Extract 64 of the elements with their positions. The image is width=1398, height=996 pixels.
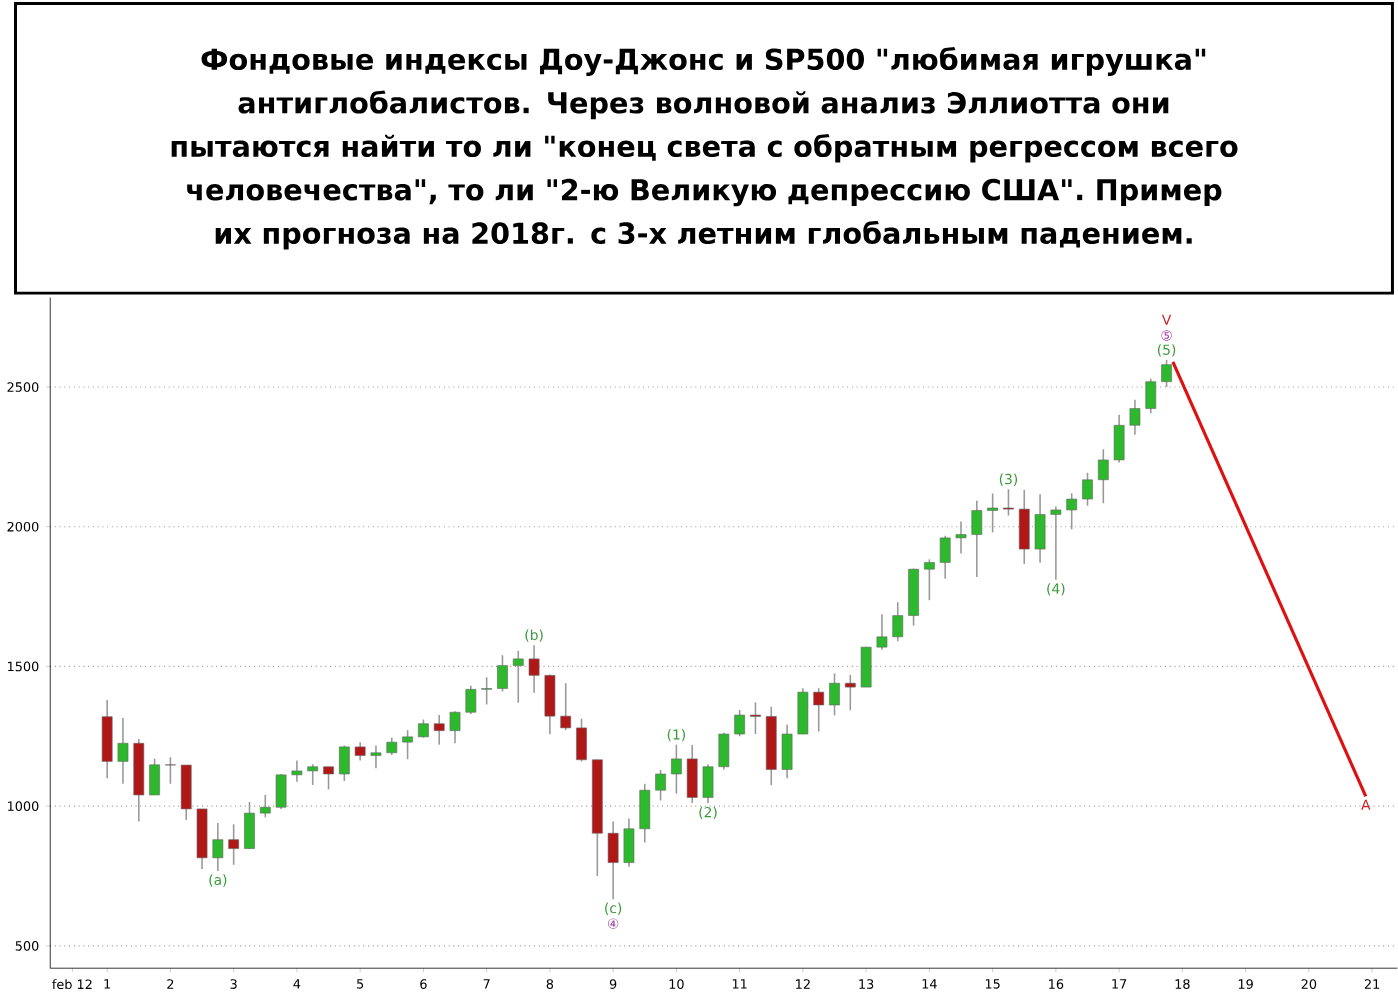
candlestick bbox=[1097, 448, 1109, 505]
candlestick bbox=[1161, 359, 1172, 388]
candlestick bbox=[655, 769, 666, 802]
candlestick bbox=[481, 676, 493, 706]
candlestick bbox=[750, 701, 761, 735]
candlestick bbox=[544, 673, 556, 736]
candlestick bbox=[291, 759, 303, 783]
candlestick bbox=[244, 801, 255, 850]
candlestick bbox=[449, 710, 461, 745]
candlestick bbox=[117, 717, 129, 785]
candlestick bbox=[465, 685, 477, 715]
candlestick bbox=[1050, 505, 1062, 581]
candlestick bbox=[528, 644, 540, 694]
candlestick bbox=[1145, 377, 1157, 415]
candlestick bbox=[718, 732, 730, 771]
candlestick bbox=[686, 744, 698, 805]
candlestick bbox=[101, 699, 113, 780]
candlestick bbox=[813, 687, 825, 733]
candlestick bbox=[829, 672, 840, 717]
candlestick bbox=[734, 709, 745, 738]
candlestick bbox=[671, 744, 682, 795]
candlestick bbox=[971, 500, 983, 578]
candlestick bbox=[180, 764, 192, 822]
candlestick bbox=[860, 646, 872, 689]
candlestick bbox=[149, 758, 160, 796]
candlestick bbox=[623, 817, 635, 868]
candlestick bbox=[987, 492, 998, 534]
candlestick bbox=[576, 718, 587, 763]
candlestick bbox=[924, 558, 935, 602]
candlestick bbox=[354, 741, 366, 762]
candlestick bbox=[1003, 488, 1014, 517]
candlestick bbox=[1082, 472, 1093, 507]
candlestick bbox=[1066, 492, 1078, 531]
candlestick bbox=[702, 763, 714, 805]
candlestick bbox=[370, 744, 382, 770]
candlestick bbox=[259, 794, 271, 819]
candlestick bbox=[338, 744, 350, 782]
candlestick bbox=[433, 714, 445, 746]
candlestick bbox=[955, 520, 967, 555]
candlestick bbox=[939, 535, 951, 580]
candlestick bbox=[876, 613, 888, 651]
candlestick bbox=[908, 568, 919, 627]
candlestick bbox=[1018, 489, 1030, 565]
candlestick bbox=[1113, 414, 1125, 464]
candlestick bbox=[275, 773, 287, 810]
candlestick bbox=[512, 650, 524, 704]
candlestick bbox=[228, 823, 240, 866]
candlestick bbox=[892, 601, 904, 643]
candlestick bbox=[1034, 493, 1046, 564]
candlestick bbox=[307, 763, 319, 786]
candlestick bbox=[1129, 399, 1141, 436]
candlestick bbox=[844, 674, 856, 712]
chart-title: Фондовые индексы Доу-Джонс и SP500 "любимая игрушка" антиглобалистов. Через волновой анализ Эллиотта они пытаются найти то ли "конец света с обратным регрессом всего человечества", то ли "2-ю Великую депрессию США". Пример их прогноза на 2018г. с 3-х летним глобальным падением. bbox=[171, 47, 1238, 250]
candlestick bbox=[607, 820, 619, 901]
candlestick bbox=[781, 723, 793, 780]
candlestick bbox=[323, 766, 334, 791]
candlestick bbox=[497, 654, 508, 693]
candlestick bbox=[402, 729, 413, 761]
candlestick bbox=[212, 822, 224, 872]
candlestick bbox=[418, 718, 429, 739]
candlestick bbox=[165, 756, 176, 785]
candlestick bbox=[560, 682, 572, 732]
candlestick bbox=[639, 783, 651, 844]
candlestick bbox=[797, 687, 809, 735]
